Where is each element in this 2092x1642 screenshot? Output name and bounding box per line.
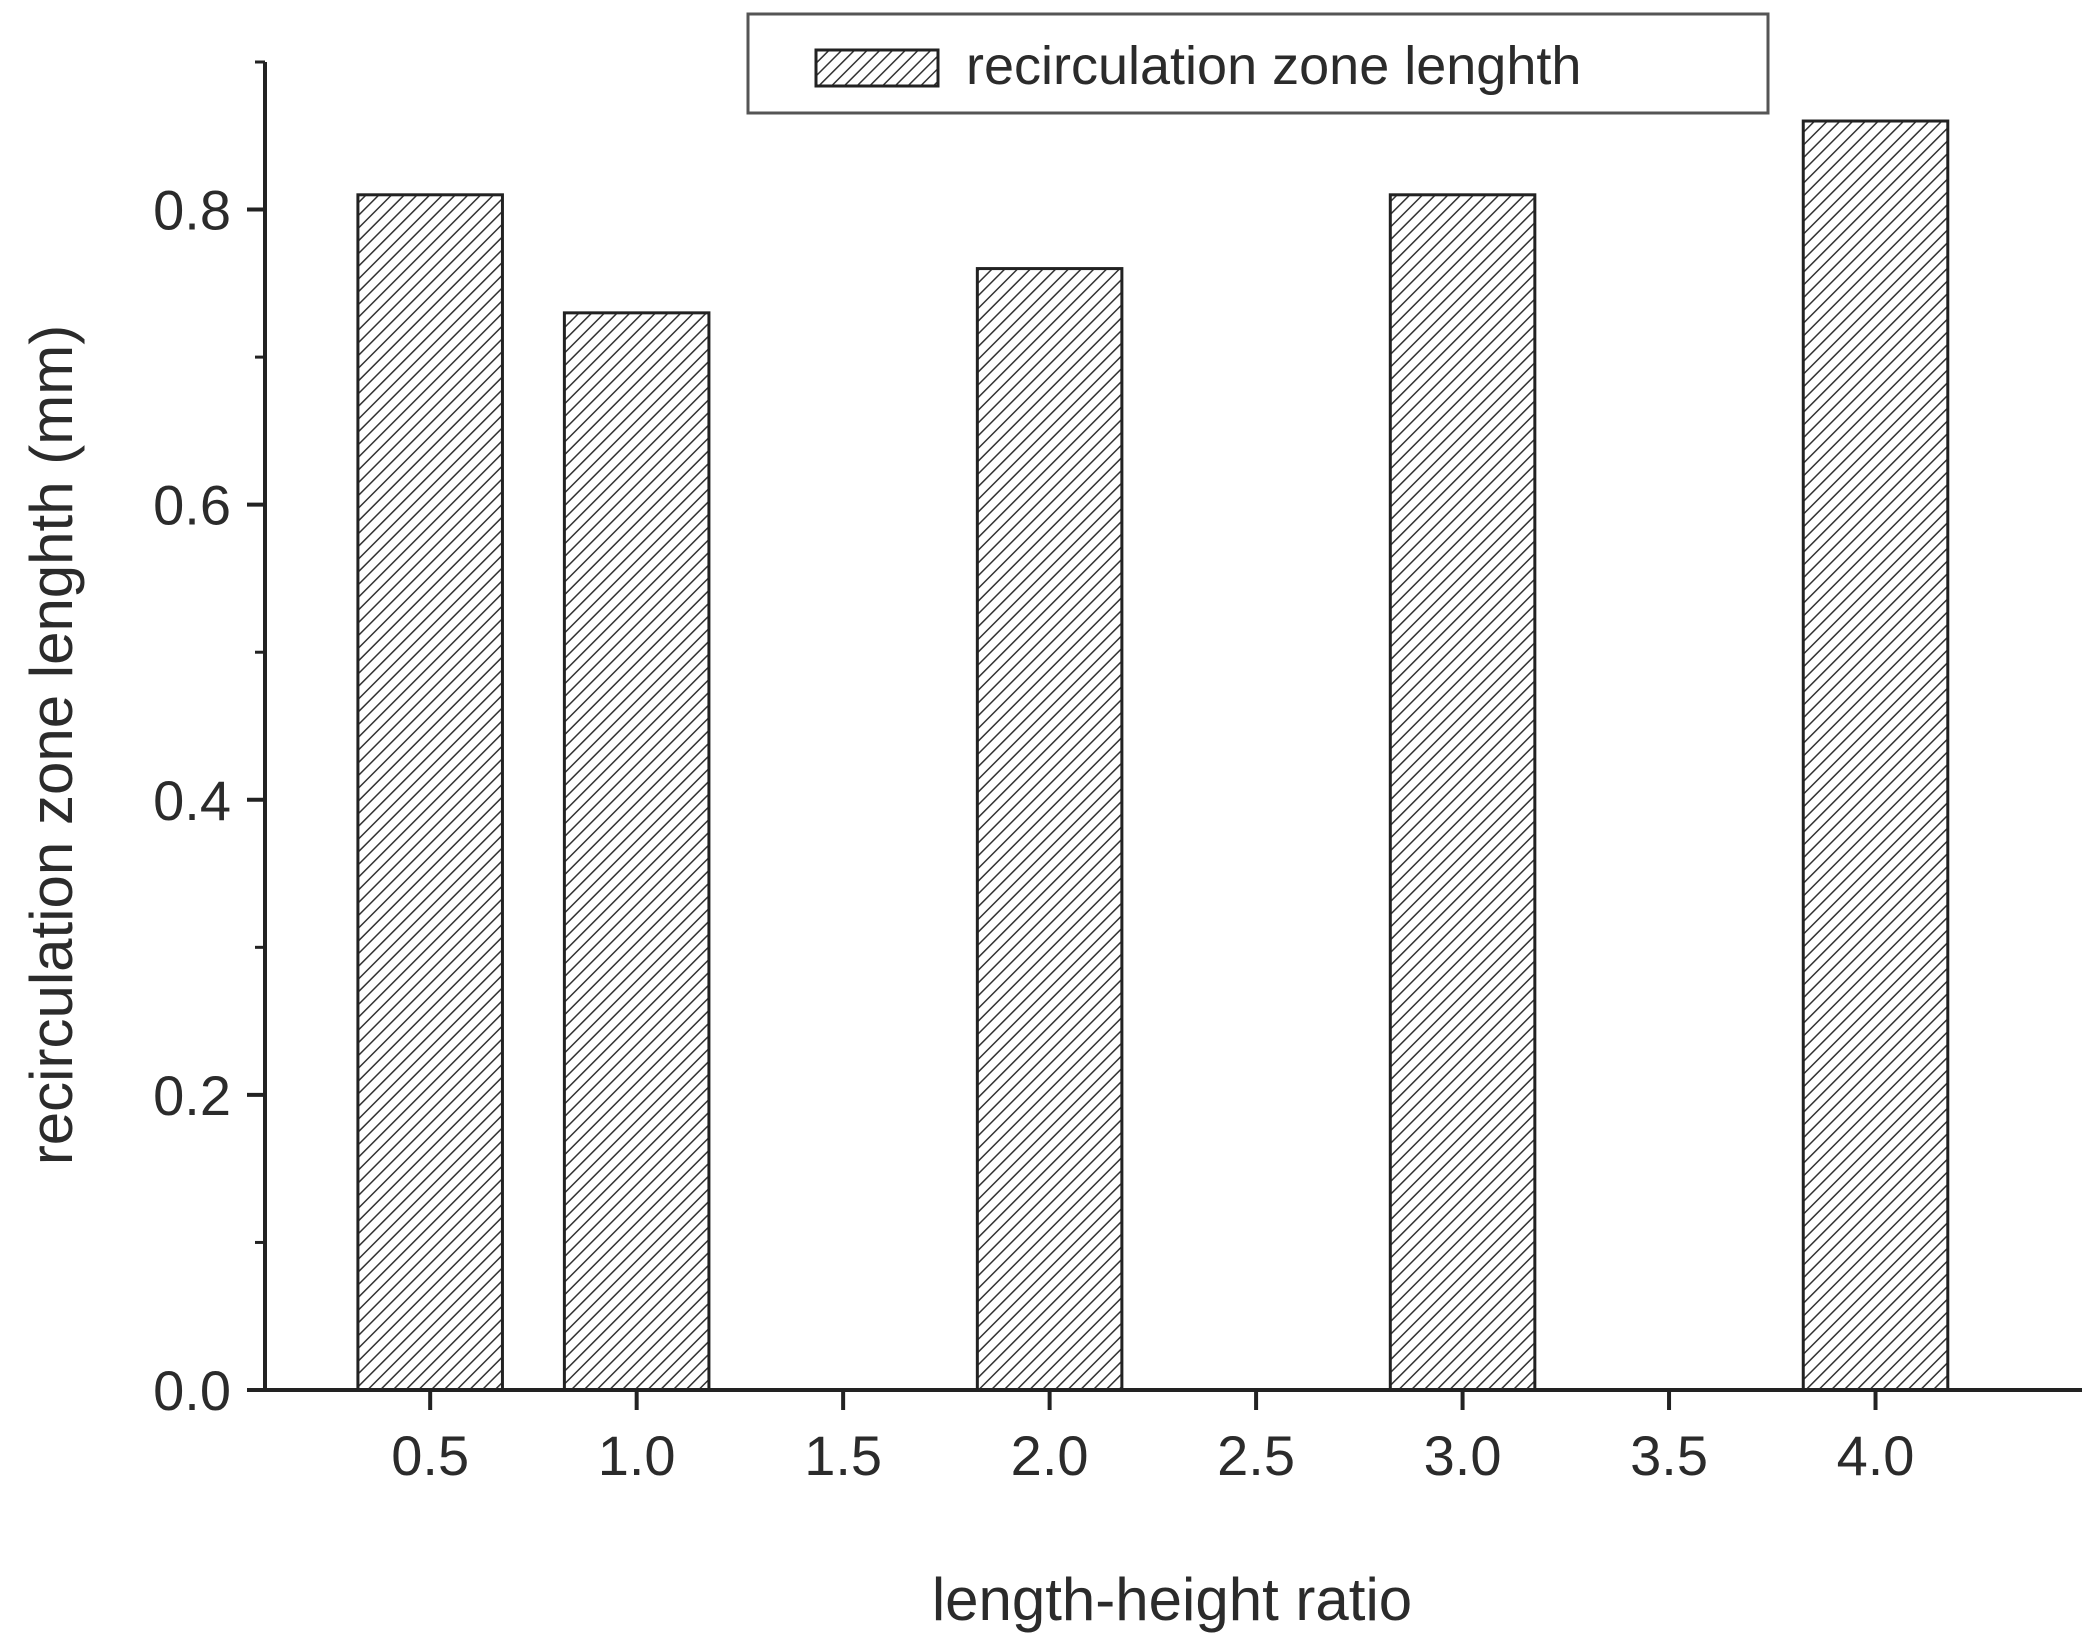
legend: recirculation zone lenghth <box>746 12 1770 115</box>
y-tick-label: 0.8 <box>153 179 231 242</box>
legend-swatch <box>814 48 940 88</box>
bar <box>1388 193 1537 1392</box>
plot-area: 0.0 0.2 0.4 0.6 0.8 0.5 1.0 1.5 2.0 2.5 3.0 3.5 4.0 <box>153 60 2082 1487</box>
y-tick-label: 0.2 <box>153 1064 231 1127</box>
x-axis-title: length-height ratio <box>932 1566 1412 1633</box>
bars <box>356 119 1950 1392</box>
bar <box>356 193 504 1392</box>
x-tick-label: 4.0 <box>1837 1424 1915 1487</box>
bar <box>562 311 711 1392</box>
x-tick-label: 2.5 <box>1217 1424 1295 1487</box>
x-tick-label: 1.0 <box>598 1424 676 1487</box>
bar <box>1801 119 1950 1392</box>
legend-label: recirculation zone lenghth <box>966 36 1581 96</box>
y-axis-ticks: 0.0 0.2 0.4 0.6 0.8 <box>153 60 265 1422</box>
y-tick-label: 0.4 <box>153 769 231 832</box>
y-tick-label: 0.6 <box>153 474 231 537</box>
x-axis-ticks: 0.5 1.0 1.5 2.0 2.5 3.0 3.5 4.0 <box>391 1390 1914 1487</box>
bar <box>975 267 1124 1392</box>
x-tick-label: 1.5 <box>804 1424 882 1487</box>
y-axis-title: recirculation zone lenghth (mm) <box>18 325 85 1165</box>
y-tick-label: 0.0 <box>153 1359 231 1422</box>
x-tick-label: 2.0 <box>1011 1424 1089 1487</box>
x-tick-label: 3.0 <box>1424 1424 1502 1487</box>
x-tick-label: 0.5 <box>391 1424 469 1487</box>
x-tick-label: 3.5 <box>1630 1424 1708 1487</box>
